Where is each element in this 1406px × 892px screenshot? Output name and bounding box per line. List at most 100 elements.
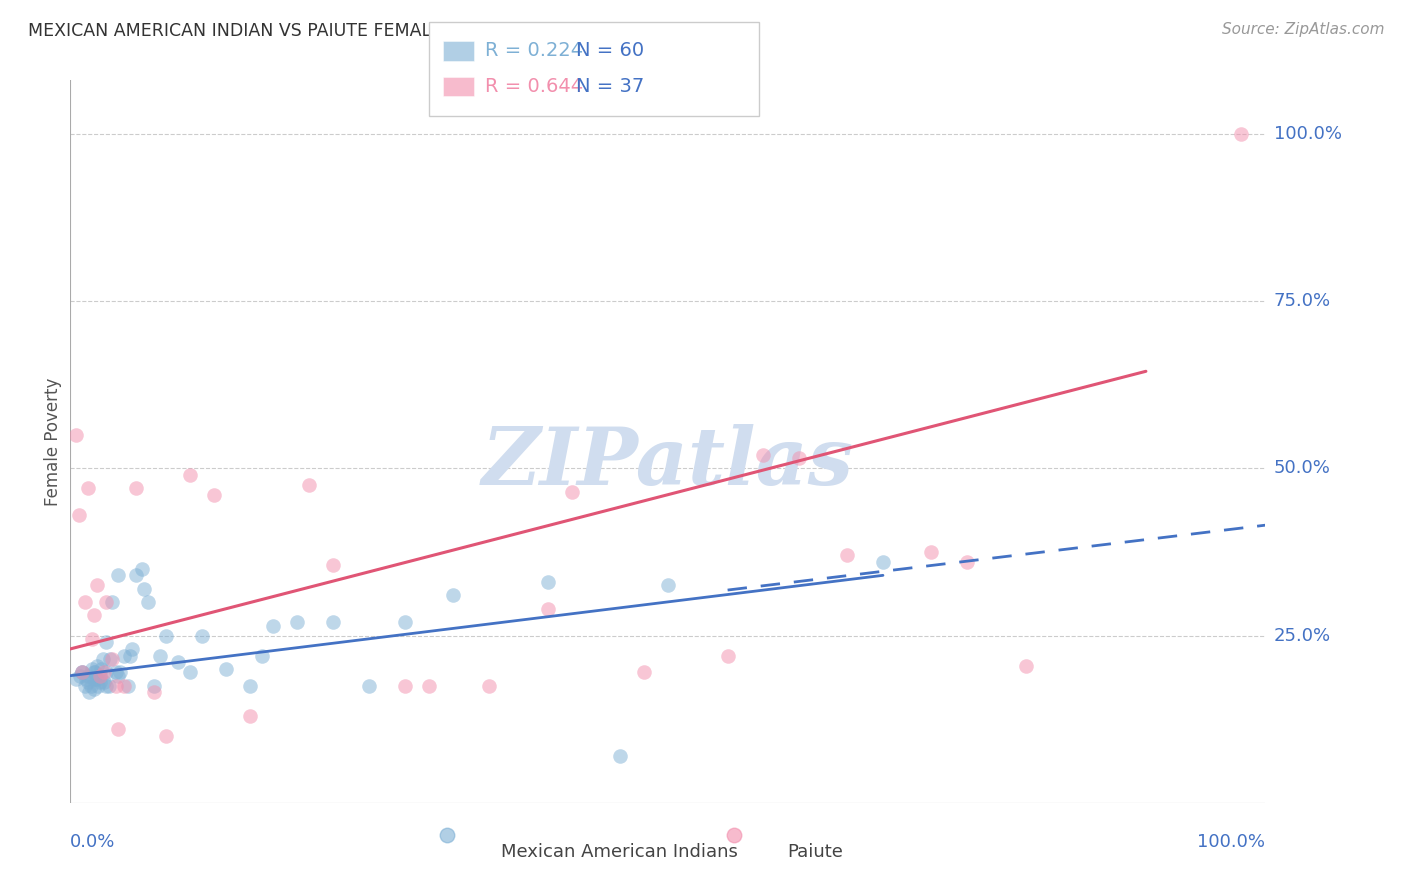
Point [104,665,127,680]
Point [83,672,105,686]
Point [107,669,129,683]
Point [136,595,159,609]
Point [69,669,91,683]
Point [143,679,166,693]
Point [155,628,177,642]
Point [263,618,285,632]
Point [537,575,560,590]
Point [717,648,740,663]
Point [179,665,201,680]
Point [239,679,262,693]
Point [394,679,416,693]
Point [149,648,172,663]
Point [96,665,117,680]
Text: MEXICAN AMERICAN INDIAN VS PAIUTE FEMALE POVERTY CORRELATION CHART: MEXICAN AMERICAN INDIAN VS PAIUTE FEMALE… [28,22,721,40]
Point [90,662,112,676]
Point [104,679,127,693]
Point [125,568,148,582]
Point [73,679,96,693]
Point [70,665,93,680]
Point [117,679,139,693]
Text: N = 37: N = 37 [576,77,645,96]
Text: Mexican American Indians: Mexican American Indians [501,843,737,861]
Point [107,568,129,582]
Text: 50.0%: 50.0% [1274,459,1330,477]
Point [134,582,156,596]
Point [956,555,979,569]
Point [537,602,560,616]
Text: R = 0.644: R = 0.644 [485,77,583,96]
Point [112,679,135,693]
Point [77,675,100,690]
Point [70,665,93,680]
Point [298,478,321,492]
Point [77,669,100,683]
Point [91,652,114,666]
Point [752,448,775,462]
Text: 100.0%: 100.0% [1198,833,1265,851]
Point [83,665,105,680]
Point [561,484,583,499]
Point [89,669,111,683]
Point [112,648,135,663]
Point [93,675,115,690]
Point [609,749,631,764]
Point [96,635,117,649]
Point [143,685,166,699]
Point [166,655,188,669]
Text: Source: ZipAtlas.com: Source: ZipAtlas.com [1222,22,1385,37]
Point [723,826,745,840]
Point [84,665,107,680]
Point [657,578,679,592]
Point [101,595,124,609]
Point [436,826,458,840]
Point [359,679,381,693]
Point [67,508,90,523]
Point [87,679,110,693]
Point [97,679,120,693]
Point [787,451,810,466]
Point [98,652,121,666]
Point [155,729,177,743]
Point [79,679,101,693]
Point [478,679,501,693]
Point [86,578,108,592]
Point [287,615,309,630]
Text: ZIPatlas: ZIPatlas [482,425,853,502]
Point [110,665,132,680]
Point [1230,127,1253,141]
Point [93,665,115,680]
Text: 75.0%: 75.0% [1274,292,1331,310]
Point [77,482,100,496]
Point [107,723,129,737]
Point [250,648,273,663]
Point [80,632,103,646]
Point [202,488,225,502]
Point [121,642,143,657]
Point [120,648,141,663]
Point [65,427,87,442]
Point [73,595,96,609]
Point [837,548,859,563]
Point [131,562,153,576]
Point [79,685,101,699]
Point [441,589,464,603]
Point [89,669,111,683]
Point [239,708,262,723]
Point [394,615,416,630]
Point [80,662,103,676]
Point [920,545,942,559]
Point [86,658,108,673]
Point [872,555,894,569]
Text: R = 0.224: R = 0.224 [485,41,583,61]
Point [214,662,236,676]
Y-axis label: Female Poverty: Female Poverty [44,377,62,506]
Point [418,679,440,693]
Point [101,652,124,666]
Point [96,679,117,693]
Point [322,558,344,573]
Text: 25.0%: 25.0% [1274,626,1331,645]
Point [83,681,105,696]
Point [86,672,108,686]
Point [65,672,87,686]
